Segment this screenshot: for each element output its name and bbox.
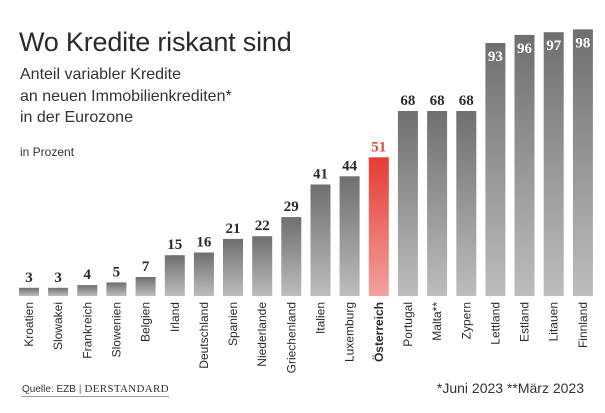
unit-label: in Prozent bbox=[20, 145, 75, 159]
category-label-slowakei: Slowakei bbox=[51, 302, 65, 350]
category-label-zypern: Zypern bbox=[459, 302, 473, 339]
value-label-finnland: 98 bbox=[575, 35, 590, 51]
bar-malta bbox=[427, 111, 448, 296]
category-label-slowenien: Slowenien bbox=[109, 302, 123, 357]
bar-zypern bbox=[456, 111, 477, 296]
value-label-litauen: 97 bbox=[546, 38, 562, 54]
value-label-frankreich: 4 bbox=[84, 267, 92, 283]
footnote: *Juni 2023 **März 2023 bbox=[436, 380, 584, 396]
category-label-luxemburg: Luxemburg bbox=[343, 302, 357, 362]
category-label-litauen: Litauen bbox=[547, 302, 561, 341]
value-label-niederlande: 22 bbox=[255, 218, 270, 234]
value-label-luxemburg: 44 bbox=[342, 158, 358, 174]
bar-spanien bbox=[223, 238, 243, 296]
category-label-estland: Estland bbox=[518, 302, 532, 342]
category-label-portugal: Portugal bbox=[401, 302, 415, 347]
subtitle-line-2: an neuen Immobilienkrediten* bbox=[20, 88, 232, 105]
bar-niederlande bbox=[252, 236, 273, 296]
chart-title: Wo Kredite riskant sind bbox=[19, 27, 292, 57]
bar-italien bbox=[310, 184, 331, 296]
value-label-estland: 96 bbox=[517, 41, 533, 57]
bar-österreich bbox=[368, 157, 389, 296]
bar-slowakei bbox=[48, 287, 69, 296]
value-label-italien: 41 bbox=[313, 167, 328, 183]
value-label-slowakei: 3 bbox=[54, 270, 62, 286]
bar-finnland bbox=[572, 29, 593, 297]
category-label-niederlande: Niederlande bbox=[255, 302, 269, 367]
value-label-spanien: 21 bbox=[226, 221, 241, 237]
category-label-spanien: Spanien bbox=[226, 302, 240, 346]
subtitle-line-3: in der Eurozone bbox=[20, 109, 133, 126]
category-label-italien: Italien bbox=[314, 302, 328, 334]
category-label-malta: Malta** bbox=[430, 302, 444, 341]
brand-logo: DERSTANDARD bbox=[84, 383, 169, 395]
bar-estland bbox=[514, 34, 535, 297]
bar-irland bbox=[164, 255, 185, 296]
bar-griechenland bbox=[281, 217, 302, 296]
bar-slowenien bbox=[106, 282, 127, 296]
category-label-deutschland: Deutschland bbox=[197, 302, 211, 369]
bar-belgien bbox=[135, 277, 156, 296]
value-label-deutschland: 16 bbox=[196, 235, 212, 251]
value-label-belgien: 7 bbox=[142, 259, 150, 275]
category-label-lettland: Lettland bbox=[488, 302, 502, 345]
value-label-portugal: 68 bbox=[400, 93, 415, 109]
category-label-kroatien: Kroatien bbox=[22, 302, 36, 347]
bar-lettland bbox=[485, 43, 506, 296]
bar-deutschland bbox=[193, 252, 214, 296]
category-label-belgien: Belgien bbox=[139, 302, 153, 342]
source-label: Quelle: EZB bbox=[22, 384, 76, 395]
category-label-frankreich: Frankreich bbox=[80, 302, 94, 359]
bar-frankreich bbox=[77, 285, 98, 296]
value-label-zypern: 68 bbox=[459, 93, 474, 109]
value-label-slowenien: 5 bbox=[113, 264, 121, 280]
value-label-österreich: 51 bbox=[371, 139, 386, 155]
bar-kroatien bbox=[19, 287, 39, 296]
value-label-kroatien: 3 bbox=[25, 270, 33, 286]
category-label-finnland: Finnland bbox=[576, 302, 590, 348]
category-label-österreich: Österreich bbox=[371, 302, 386, 362]
category-label-irland: Irland bbox=[168, 302, 182, 332]
source-line: Quelle: EZB | DERSTANDARD bbox=[22, 383, 169, 397]
value-label-malta: 68 bbox=[430, 93, 445, 109]
value-label-griechenland: 29 bbox=[284, 199, 299, 215]
category-label-griechenland: Griechenland bbox=[284, 302, 298, 373]
value-label-irland: 15 bbox=[167, 237, 182, 253]
subtitle-line-1: Anteil variabler Kredite bbox=[20, 66, 181, 83]
value-label-lettland: 93 bbox=[488, 49, 503, 65]
bar-litauen bbox=[543, 32, 564, 296]
bar-portugal bbox=[397, 111, 418, 296]
bar-luxemburg bbox=[339, 176, 360, 296]
